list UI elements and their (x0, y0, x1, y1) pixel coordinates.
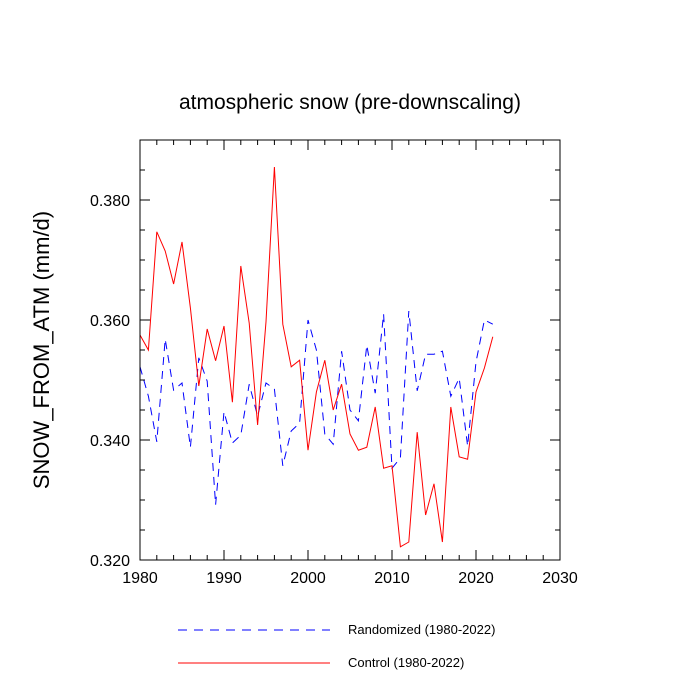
legend: Randomized (1980-2022) Control (1980-202… (178, 622, 495, 670)
x-tick-label: 2000 (290, 570, 326, 587)
legend-label-control: Control (1980-2022) (348, 655, 464, 670)
chart-title: atmospheric snow (pre-downscaling) (179, 91, 521, 114)
x-tick-label: 2020 (458, 570, 494, 587)
legend-label-randomized: Randomized (1980-2022) (348, 622, 495, 637)
y-tick-label: 0.340 (90, 433, 130, 450)
axis-ticks (139, 139, 561, 561)
y-axis-title: SNOW_FROM_ATM (mm/d) (29, 211, 54, 489)
y-tick-label: 0.380 (90, 193, 130, 210)
y-axis-tick-labels: 0.320 0.340 0.360 0.380 (90, 193, 130, 570)
y-tick-label: 0.320 (90, 553, 130, 570)
x-tick-label: 2030 (542, 570, 578, 587)
series-line-randomized (139, 310, 494, 505)
plot-area (139, 166, 494, 548)
x-tick-label: 2010 (374, 570, 410, 587)
x-tick-label: 1980 (122, 570, 158, 587)
y-tick-label: 0.360 (90, 313, 130, 330)
series-line-control (139, 166, 494, 548)
x-axis-tick-labels: 1980 1990 2000 2010 2020 2030 (122, 570, 578, 587)
x-tick-label: 1990 (206, 570, 242, 587)
